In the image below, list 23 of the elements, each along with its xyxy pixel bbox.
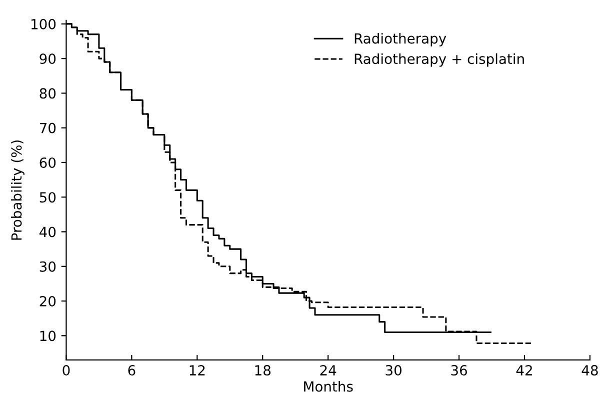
y-tick-label: 20	[40, 296, 56, 307]
y-tick-label: 50	[40, 192, 56, 203]
x-axis-title: Months	[304, 381, 353, 392]
y-tick-label: 80	[40, 88, 56, 99]
x-tick-label: 6	[128, 365, 136, 376]
y-tick-label: 70	[40, 122, 56, 134]
y-tick-label: 40	[40, 226, 56, 238]
x-tick-label: 0	[62, 365, 70, 376]
x-tick-label: 42	[516, 365, 532, 376]
y-axis-title: Probability (%)	[10, 140, 24, 240]
y-tick-label: 30	[40, 261, 56, 272]
x-tick-label: 48	[582, 365, 598, 376]
legend-label: Radiotherapy	[354, 32, 446, 46]
x-tick-label: 12	[190, 365, 205, 376]
y-tick-label: 100	[32, 18, 56, 30]
x-tick-label: 36	[451, 365, 467, 376]
x-tick-label: 24	[320, 365, 336, 376]
x-tick-label: 18	[255, 365, 271, 376]
x-tick-label: 30	[386, 365, 402, 376]
legend-label: Radiotherapy + cisplatin	[354, 53, 524, 67]
y-tick-label: 60	[40, 157, 56, 168]
y-tick-label: 90	[40, 54, 56, 64]
y-tick-label: 10	[40, 330, 56, 342]
